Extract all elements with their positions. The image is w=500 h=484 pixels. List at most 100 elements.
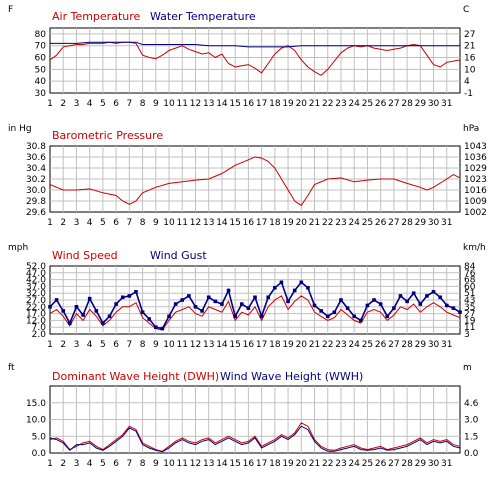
x-tick-label: 20	[296, 459, 308, 469]
x-tick-label: 19	[282, 99, 294, 109]
y-tick-label-right: 1.5	[464, 432, 478, 442]
y-tick-label-right: 3	[464, 330, 470, 340]
x-tick-label: 18	[269, 340, 281, 350]
x-tick-label: 19	[282, 459, 294, 469]
x-tick-label: 15	[229, 99, 240, 109]
x-tick-label: 18	[269, 459, 281, 469]
x-tick-label: 26	[375, 218, 387, 228]
x-tick-label: 12	[190, 459, 201, 469]
x-tick-label: 12	[190, 340, 201, 350]
x-tick-label: 30	[428, 340, 440, 350]
y-tick-label-right: 4	[464, 77, 470, 87]
gust-point	[392, 306, 396, 310]
x-tick-label: 21	[309, 459, 320, 469]
y-tick-label-left: 17.0	[26, 310, 46, 320]
x-tick-label: 5	[100, 218, 106, 228]
y-tick-label-left: 52.0	[26, 262, 46, 272]
gust-point	[405, 299, 409, 304]
x-tick-label: 6	[113, 340, 119, 350]
y-tick-label-left: 7.0	[32, 323, 47, 333]
y-tick-label-left: 60	[35, 54, 47, 64]
x-tick-label: 10	[163, 459, 175, 469]
gust-point	[187, 294, 191, 298]
gust-point	[398, 294, 403, 298]
x-tick-label: 25	[362, 459, 373, 469]
x-tick-label: 17	[256, 99, 267, 109]
legend-entry: Wind Speed	[52, 249, 118, 262]
y-tick-label-right: 1016	[464, 186, 487, 196]
x-tick-label: 27	[388, 340, 399, 350]
gust-point	[114, 302, 118, 306]
x-tick-label: 12	[190, 99, 201, 109]
x-tick-label: 22	[322, 340, 333, 350]
x-tick-label: 9	[153, 218, 159, 228]
y-tick-label-left: 22.0	[26, 303, 46, 313]
y-tick-label-left: 37.0	[26, 282, 46, 292]
gust-point	[140, 310, 145, 315]
gust-point	[458, 310, 462, 315]
x-tick-label: 27	[388, 459, 399, 469]
gust-point	[239, 302, 244, 306]
y-tick-label-right: 16	[464, 54, 476, 64]
gust-point	[292, 288, 297, 293]
x-tick-label: 29	[415, 340, 427, 350]
gust-point	[438, 295, 442, 300]
y-tick-label-left: 29.6	[26, 208, 46, 218]
x-tick-label: 26	[375, 340, 387, 350]
x-tick-label: 7	[126, 99, 132, 109]
x-tick-label: 22	[322, 218, 333, 228]
y-tick-label-left: 15.0	[26, 399, 46, 409]
x-tick-label: 11	[177, 99, 188, 109]
y-tick-label-right: 1023	[464, 175, 487, 185]
chart-panel-1: 1 2 3 4 5 6 7 8 9 10 11 12 13 14 15 16 17 18 19 20 21 22 23 24 2…	[8, 5, 476, 109]
x-tick-label: 21	[309, 218, 320, 228]
x-tick-label: 26	[375, 99, 387, 109]
x-tick-label: 8	[140, 340, 146, 350]
gust-point	[68, 321, 72, 325]
x-tick-label: 21	[309, 99, 320, 109]
chart-panel-2: 1 2 3 4 5 6 7 8 9 10 11 12 13 14 15 16 17 18 19 20 21 22 23 24 2…	[8, 124, 487, 228]
x-tick-label: 8	[140, 218, 146, 228]
x-tick-label: 3	[74, 99, 80, 109]
y-tick-label-left: 30.6	[26, 153, 46, 163]
x-tick-label: 13	[203, 218, 214, 228]
x-tick-label: 3	[74, 218, 80, 228]
left-unit-label: ft	[8, 363, 15, 373]
x-tick-label: 31	[441, 218, 452, 228]
series-line	[49, 422, 461, 452]
x-tick-label: 16	[243, 218, 255, 228]
gust-point	[213, 299, 218, 304]
x-tick-label: 6	[113, 218, 119, 228]
y-tick-label-left: 30	[35, 89, 47, 99]
gust-point	[385, 314, 390, 319]
y-tick-label-right: 1036	[464, 153, 487, 163]
y-tick-label-left: 50	[35, 65, 47, 75]
x-tick-label: 3	[74, 340, 80, 350]
x-tick-label: 28	[401, 99, 413, 109]
x-tick-label: 5	[100, 340, 106, 350]
x-tick-label: 30	[428, 459, 440, 469]
plot-frame	[49, 27, 461, 94]
gust-point	[339, 298, 343, 302]
gust-point	[444, 303, 449, 308]
gust-point	[134, 290, 138, 294]
x-tick-label: 23	[335, 340, 346, 350]
gust-point	[299, 280, 304, 285]
gust-point	[259, 314, 264, 319]
legend-entry: Barometric Pressure	[52, 129, 163, 142]
x-tick-label: 29	[415, 218, 427, 228]
y-tick-label-right: 1029	[464, 164, 487, 174]
y-tick-label-left: 10.0	[26, 416, 46, 426]
legend-entry: Wind Wave Height (WWH)	[220, 370, 363, 383]
y-tick-label-right: 19	[464, 316, 476, 326]
chart-panel-4: 1 2 3 4 5 6 7 8 9 10 11 12 13 14 15 16 17 18 19 20 21 22 23 24 2…	[8, 363, 479, 469]
y-tick-label-left: 30.2	[26, 175, 46, 185]
gust-point	[345, 306, 350, 310]
gust-point	[101, 321, 105, 325]
y-tick-label-right: 3.0	[464, 416, 479, 426]
x-tick-label: 14	[216, 459, 228, 469]
gust-point	[418, 302, 423, 306]
x-tick-label: 10	[163, 340, 175, 350]
gust-point	[200, 309, 204, 313]
